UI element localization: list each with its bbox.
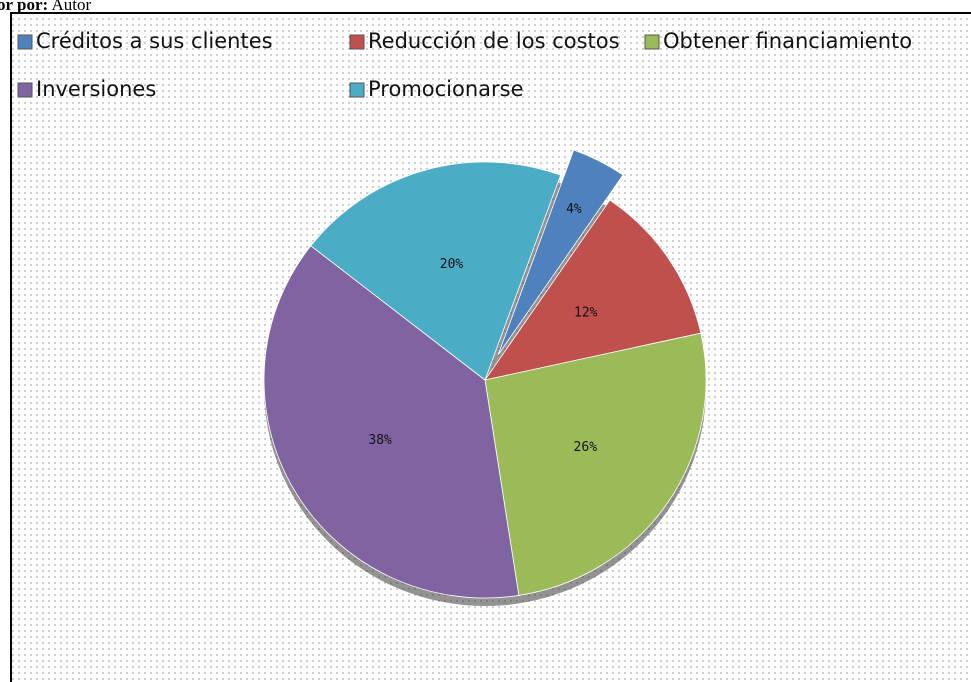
slice-label: 20% [440, 257, 464, 272]
pie-slice [484, 199, 702, 381]
pie-slice [484, 332, 707, 596]
legend-swatch [349, 82, 365, 98]
pie-slice [497, 149, 624, 356]
source: Autor [51, 0, 91, 14]
caption: or por: Autor [0, 0, 91, 14]
legend-label: Promocionarse [368, 77, 524, 101]
legend-swatch [17, 34, 33, 50]
legend-swatch [644, 34, 660, 50]
slice-label: 26% [574, 440, 598, 455]
slice-label: 12% [574, 305, 598, 320]
legend-label: Inversiones [36, 77, 156, 101]
legend-swatch [349, 34, 365, 50]
pie-slice [310, 161, 562, 381]
slice-label: 38% [368, 433, 392, 448]
slice-label: 4% [566, 202, 582, 217]
pie-slice [263, 245, 520, 599]
legend-label: Créditos a sus clientes [36, 29, 273, 53]
legend-label: Reducción de los costos [368, 29, 620, 53]
source-label: or por: [0, 0, 48, 14]
legend-label: Obtener financiamiento [663, 29, 912, 53]
legend-swatch [17, 82, 33, 98]
